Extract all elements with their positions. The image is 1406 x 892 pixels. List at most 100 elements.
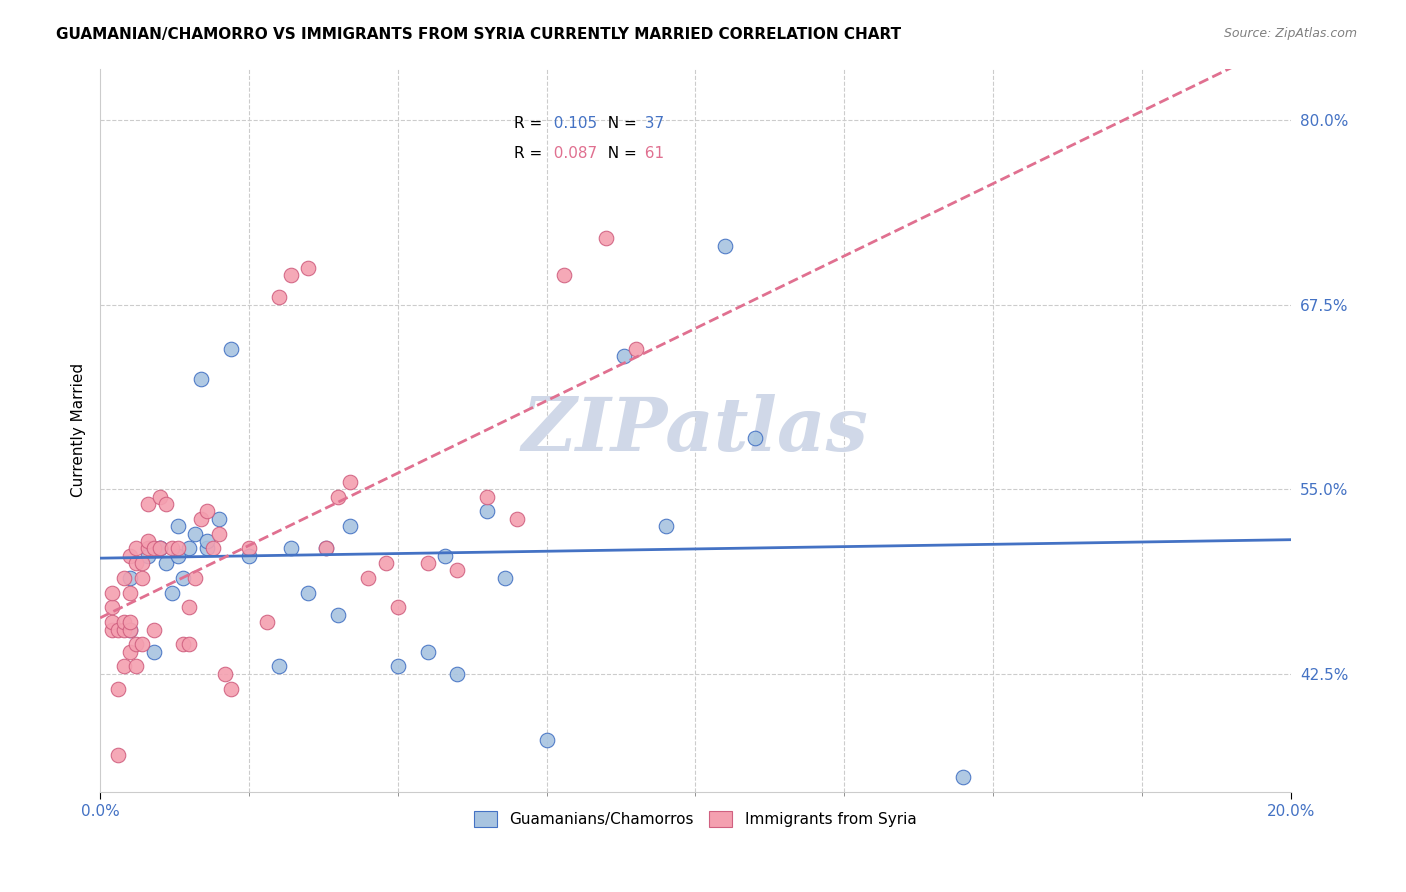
Text: 0.087: 0.087	[544, 146, 598, 161]
Point	[101, 623, 124, 637]
Point	[214, 666, 236, 681]
Point	[118, 615, 141, 630]
Point	[195, 533, 218, 548]
Text: N =: N =	[598, 116, 641, 131]
Point	[118, 623, 141, 637]
Point	[280, 541, 302, 556]
Point	[595, 231, 617, 245]
Point	[136, 497, 159, 511]
Point	[219, 342, 242, 356]
Point	[107, 623, 129, 637]
Point	[136, 533, 159, 548]
Point	[166, 549, 188, 563]
Point	[328, 607, 350, 622]
Point	[107, 747, 129, 762]
Point	[238, 549, 260, 563]
Point	[267, 659, 290, 673]
Point	[125, 556, 148, 570]
Point	[190, 512, 212, 526]
Text: R =: R =	[515, 146, 547, 161]
Point	[131, 637, 153, 651]
Point	[131, 556, 153, 570]
Point	[219, 681, 242, 696]
Point	[494, 571, 516, 585]
Text: N =: N =	[598, 146, 641, 161]
Point	[166, 541, 188, 556]
Point	[446, 666, 468, 681]
Point	[142, 623, 165, 637]
Point	[112, 615, 135, 630]
Point	[112, 659, 135, 673]
Point	[125, 659, 148, 673]
Point	[118, 623, 141, 637]
Legend: Guamanians/Chamorros, Immigrants from Syria: Guamanians/Chamorros, Immigrants from Sy…	[467, 804, 924, 835]
Point	[357, 571, 380, 585]
Point	[118, 645, 141, 659]
Point	[297, 585, 319, 599]
Point	[416, 645, 439, 659]
Point	[315, 541, 337, 556]
Point	[101, 600, 124, 615]
Text: GUAMANIAN/CHAMORRO VS IMMIGRANTS FROM SYRIA CURRENTLY MARRIED CORRELATION CHART: GUAMANIAN/CHAMORRO VS IMMIGRANTS FROM SY…	[56, 27, 901, 42]
Point	[387, 600, 409, 615]
Point	[166, 519, 188, 533]
Point	[101, 615, 124, 630]
Point	[149, 541, 172, 556]
Point	[613, 350, 636, 364]
Point	[101, 585, 124, 599]
Point	[155, 556, 177, 570]
Point	[654, 519, 676, 533]
Point	[195, 504, 218, 518]
Point	[208, 512, 231, 526]
Point	[434, 549, 457, 563]
Point	[160, 585, 183, 599]
Text: R =: R =	[515, 116, 547, 131]
Point	[149, 541, 172, 556]
Point	[238, 541, 260, 556]
Point	[374, 556, 396, 570]
Point	[315, 541, 337, 556]
Point	[131, 571, 153, 585]
Point	[112, 623, 135, 637]
Point	[475, 504, 498, 518]
Point	[339, 475, 361, 489]
Point	[142, 541, 165, 556]
Point	[280, 268, 302, 283]
Point	[256, 615, 278, 630]
Point	[208, 526, 231, 541]
Point	[179, 600, 201, 615]
Point	[553, 268, 575, 283]
Point	[107, 681, 129, 696]
Point	[952, 770, 974, 784]
Point	[149, 541, 172, 556]
Point	[118, 549, 141, 563]
Point	[125, 637, 148, 651]
Point	[184, 571, 207, 585]
Text: Source: ZipAtlas.com: Source: ZipAtlas.com	[1223, 27, 1357, 40]
Point	[339, 519, 361, 533]
Point	[297, 260, 319, 275]
Point	[136, 549, 159, 563]
Point	[160, 541, 183, 556]
Point	[136, 541, 159, 556]
Point	[475, 490, 498, 504]
Point	[179, 541, 201, 556]
Point	[118, 585, 141, 599]
Text: ZIPatlas: ZIPatlas	[522, 394, 869, 467]
Point	[624, 342, 647, 356]
Text: 0.105: 0.105	[544, 116, 598, 131]
Point	[446, 564, 468, 578]
Point	[172, 571, 194, 585]
Point	[387, 659, 409, 673]
Text: 61: 61	[634, 146, 664, 161]
Point	[184, 526, 207, 541]
Point	[190, 371, 212, 385]
Point	[155, 497, 177, 511]
Point	[118, 571, 141, 585]
Point	[267, 290, 290, 304]
Point	[328, 490, 350, 504]
Point	[195, 541, 218, 556]
Point	[416, 556, 439, 570]
Point	[172, 637, 194, 651]
Point	[125, 541, 148, 556]
